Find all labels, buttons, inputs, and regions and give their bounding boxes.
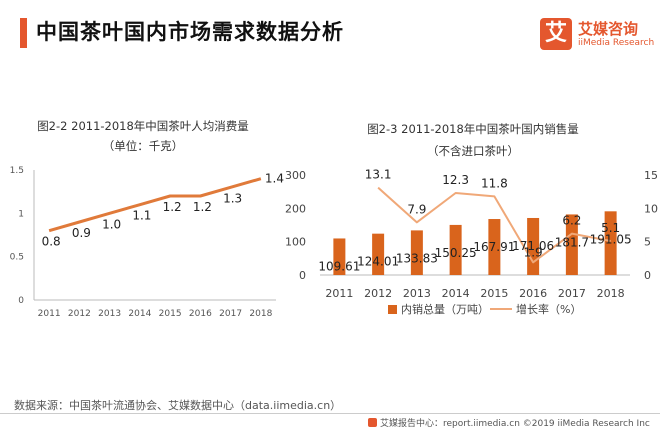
x-tick-label: 2011 [38,309,61,319]
sales-bar [333,238,346,275]
y-right-tick-label: 10 [644,202,658,215]
legend-bar-swatch [388,305,397,314]
logo-name: 艾媒咨询 [578,20,639,38]
growth-value-label: 5.1 [601,221,620,235]
bar-value-label: 191.05 [590,232,632,246]
y-left-tick-label: 200 [285,202,306,215]
y-right-tick-label: 5 [644,236,651,249]
x-tick-label: 2016 [189,309,212,319]
sales-bar [410,230,423,275]
logo-mark-icon: 艾 [540,18,572,50]
page-title: 中国茶叶国内市场需求数据分析 [36,20,344,44]
legend-line-label: 增长率（%） [516,302,581,316]
legend-bar-label: 内销总量（万吨） [401,302,489,316]
data-label: 0.9 [72,226,91,240]
x-tick-label: 2015 [480,287,508,300]
y-left-tick-label: 0 [299,269,306,282]
chart-1-subtitle: （单位：千克） [103,139,184,153]
bar-value-label: 150.25 [435,246,477,260]
x-tick-label: 2015 [159,309,182,319]
bar-value-label: 109.61 [318,259,360,273]
sales-bar [604,211,617,275]
y-tick-label: 1.5 [10,166,24,176]
logo-subtitle: iiMedia Research [578,38,655,48]
bar-value-label: 133.83 [396,251,438,265]
x-tick-label: 2013 [98,309,121,319]
x-tick-label: 2017 [219,309,242,319]
sales-bar [372,233,385,275]
x-tick-label: 2012 [364,287,392,300]
x-tick-label: 2014 [442,287,470,300]
growth-value-label: 6.2 [562,214,581,228]
title-accent-bar [20,18,27,48]
growth-value-label: 1.9 [524,245,543,259]
data-label: 1.2 [193,200,212,214]
bar-value-label: 124.01 [357,255,399,269]
x-tick-label: 2013 [403,287,431,300]
x-tick-label: 2018 [597,287,625,300]
data-label: 1.3 [223,191,242,205]
data-label: 0.8 [42,235,61,249]
growth-rate-line [377,186,611,264]
sales-bar [488,219,501,275]
growth-value-label: 12.3 [442,173,469,187]
x-tick-label: 2016 [519,287,547,300]
data-label: 1.0 [102,217,121,231]
consumption-series-line [48,177,262,233]
chart-2-subtitle: （不含进口茶叶） [427,144,519,158]
chart-2-title: 图2-3 2011-2018年中国茶叶国内销售量 [367,122,579,136]
growth-value-label: 13.1 [365,168,392,182]
brand-logo: 艾 艾媒咨询 iiMedia Research [540,18,655,52]
footer-credit: 艾媒报告中心：report.iimedia.cn ©2019 iiMedia R… [368,416,650,429]
growth-value-label: 11.8 [481,176,508,190]
footer-divider [0,413,660,414]
bar-value-label: 181.7 [555,235,589,249]
x-tick-label: 2018 [249,309,272,319]
data-label: 1.1 [132,209,151,223]
x-tick-label: 2011 [325,287,353,300]
bar-value-label: 167.91 [473,240,515,254]
y-tick-label: 0.5 [10,253,24,263]
chart-1-title: 图2-2 2011-2018年中国茶叶人均消费量 [37,119,249,133]
footer-credit-text: 艾媒报告中心：report.iimedia.cn ©2019 iiMedia R… [380,419,650,429]
x-tick-label: 2014 [128,309,151,319]
brand-icon [368,418,377,427]
x-tick-label: 2017 [558,287,586,300]
per-capita-consumption-chart: 图2-2 2011-2018年中国茶叶人均消费量 （单位：千克） 0 0.5 1 1.… [10,119,284,319]
data-label: 1.2 [163,200,182,214]
bar-value-label: 171.06 [512,239,554,253]
data-label: 1.4 [265,172,284,186]
x-tick-label: 2012 [68,309,91,319]
growth-value-label: 7.9 [407,202,426,216]
data-source: 数据来源：中国茶叶流通协会、艾媒数据中心（data.iimedia.cn） [14,399,342,412]
y-left-tick-label: 300 [285,169,306,182]
sales-bar [449,224,462,275]
domestic-sales-chart: 图2-3 2011-2018年中国茶叶国内销售量 （不含进口茶叶） 010020… [285,122,658,316]
y-right-tick-label: 15 [644,169,658,182]
y-left-tick-label: 100 [285,236,306,249]
y-right-tick-label: 0 [644,269,651,282]
sales-bar [565,214,578,275]
y-tick-label: 0 [18,296,24,306]
y-tick-label: 1 [18,209,24,219]
